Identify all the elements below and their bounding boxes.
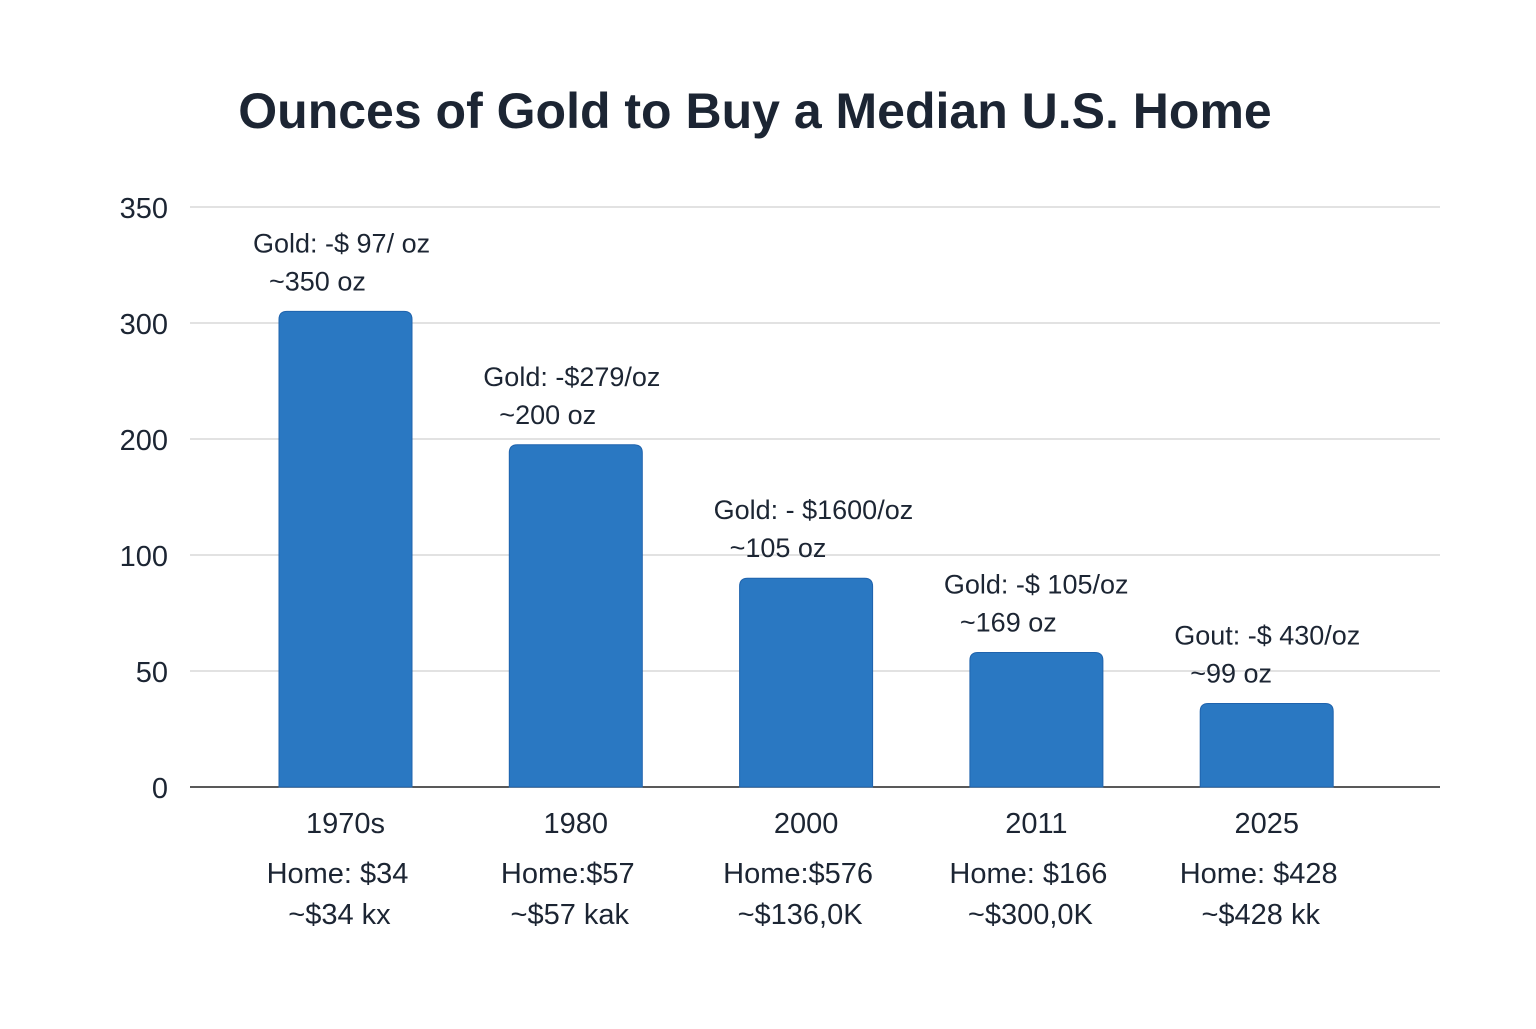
data-labels: Gold: -$ 97/ oz ~350 oz Gold: -$279/oz ~200…	[253, 228, 1360, 688]
gold-price-label: Gout: -$ 430/oz	[1174, 620, 1360, 650]
y-tick-label: 0	[152, 773, 168, 805]
bar	[739, 577, 874, 788]
bar	[278, 310, 413, 788]
ounces-label: ~105 oz	[730, 533, 827, 563]
bars	[278, 310, 1334, 788]
ounces-label: ~350 oz	[269, 266, 366, 296]
home-price-label: Home: $34	[267, 858, 409, 890]
x-category-label: 1970s	[306, 808, 385, 840]
home-value-label: ~$300,0K	[968, 899, 1094, 931]
chart-title: Ounces of Gold to Buy a Median U.S. Home	[238, 83, 1271, 139]
x-category-label: 2011	[1005, 808, 1067, 840]
home-value-label: ~$34 kx	[288, 899, 391, 931]
home-price-label: Home: $166	[949, 858, 1107, 890]
gold-price-label: Gold: - $1600/oz	[714, 495, 914, 525]
x-category-label: 1980	[544, 808, 609, 840]
ounces-label: ~99 oz	[1190, 658, 1272, 688]
y-tick-label: 100	[120, 541, 168, 573]
gold-price-label: Gold: -$ 97/ oz	[253, 228, 430, 258]
bar	[1199, 702, 1334, 788]
home-value-label: ~$136,0K	[738, 899, 864, 931]
home-value-label: ~$428 kk	[1201, 899, 1320, 931]
y-tick-label: 200	[120, 425, 168, 457]
x-category-label: 2025	[1234, 808, 1299, 840]
gold-price-label: Gold: -$279/oz	[483, 362, 660, 392]
home-price-label: Home:$576	[723, 858, 873, 890]
y-tick-label: 300	[120, 309, 168, 341]
home-price-label: Home:$57	[501, 858, 635, 890]
bar	[508, 444, 643, 788]
ounces-label: ~200 oz	[499, 400, 596, 430]
y-tick-label: 350	[120, 193, 168, 225]
y-axis-ticks: 0 50 100 200 300 350	[120, 193, 168, 805]
home-price-label: Home: $428	[1180, 858, 1338, 890]
y-tick-label: 50	[136, 657, 168, 689]
x-category-label: 2000	[774, 808, 839, 840]
gold-price-label: Gold: -$ 105/oz	[944, 569, 1129, 599]
ounces-label: ~169 oz	[960, 607, 1057, 637]
home-value-label: ~$57 kak	[511, 899, 630, 931]
bar	[969, 651, 1104, 788]
x-axis-labels: 1970s Home: $34 ~$34 kx 1980 Home:$57 ~$57 ka…	[267, 808, 1338, 931]
